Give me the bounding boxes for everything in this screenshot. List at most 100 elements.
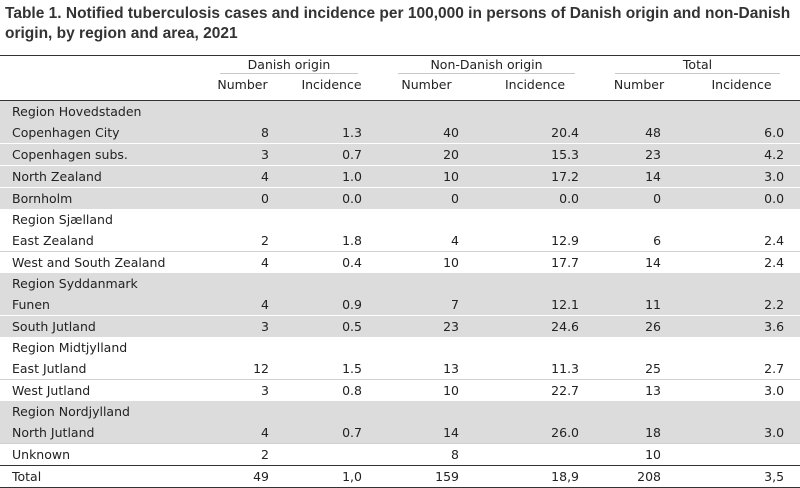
incidence-cell: 2.2 xyxy=(683,294,800,316)
group-header-non-danish: Non-Danish origin xyxy=(398,57,576,74)
number-cell: 18 xyxy=(595,422,684,444)
incidence-cell: 2.4 xyxy=(683,251,800,273)
number-cell: 4 xyxy=(451,233,459,248)
subheader-incidence: Incidence xyxy=(683,75,800,101)
table-row: Funen 4 0.9 7 12.1 11 2.2 xyxy=(0,294,800,316)
blank-header-cell xyxy=(0,56,200,75)
number-cell: 26 xyxy=(595,315,684,337)
incidence-cell: 6.0 xyxy=(683,122,800,144)
incidence-cell xyxy=(475,443,596,466)
incidence-cell xyxy=(475,401,596,422)
number-cell: 11 xyxy=(595,294,684,316)
number-cell: 208 xyxy=(595,465,684,488)
table-row: East Jutland 12 1.5 13 11.3 25 2.7 xyxy=(0,358,800,380)
incidence-cell xyxy=(683,209,800,230)
table-row: East Zealand 2 1.8 4 12.9 6 2.4 xyxy=(0,230,800,252)
incidence-cell: 12.1 xyxy=(475,294,596,316)
number-cell: 0 xyxy=(378,187,475,209)
group-header-row: Danish origin Non-Danish origin Total xyxy=(0,56,800,75)
number-cell: 10 xyxy=(378,379,475,401)
number-cell: 10 xyxy=(378,165,475,188)
number-cell: 10 xyxy=(378,251,475,273)
number-cell: 6 xyxy=(653,233,662,248)
number-cell: 49 xyxy=(200,465,285,488)
incidence-cell: 12.9 xyxy=(551,233,580,248)
table-row: Copenhagen City 8 1.3 40 20.4 48 6.0 xyxy=(0,122,800,144)
number-cell xyxy=(200,337,285,358)
number-cell: 14 xyxy=(595,251,684,273)
row-label: Unknown xyxy=(0,443,200,466)
row-label: South Jutland xyxy=(0,315,200,337)
row-label: Bornholm xyxy=(0,187,200,209)
incidence-cell: 0.9 xyxy=(285,294,378,316)
row-label: Copenhagen City xyxy=(0,122,200,144)
number-cell xyxy=(378,401,475,422)
number-cell xyxy=(595,337,683,358)
incidence-cell xyxy=(683,100,800,122)
number-cell: 23 xyxy=(378,315,475,337)
incidence-cell: 1.3 xyxy=(285,122,378,144)
number-cell xyxy=(378,273,475,294)
number-cell: 8 xyxy=(200,122,285,144)
number-cell: 20 xyxy=(378,143,475,166)
incidence-cell: 4.2 xyxy=(683,143,800,166)
row-label: East Jutland xyxy=(12,361,87,376)
incidence-cell: 0.0 xyxy=(285,187,378,209)
number-cell xyxy=(200,401,285,422)
number-cell xyxy=(595,100,684,122)
incidence-cell: 22.7 xyxy=(475,379,596,401)
row-label: Region Sjælland xyxy=(12,212,113,227)
incidence-cell: 11.3 xyxy=(551,361,580,376)
incidence-cell: 3.0 xyxy=(683,165,800,188)
incidence-cell xyxy=(285,209,378,230)
incidence-cell: 1,0 xyxy=(285,465,378,488)
table-top-rule xyxy=(0,55,800,56)
incidence-cell: 0.0 xyxy=(475,187,596,209)
subheader-row: Number Incidence Number Incidence Number… xyxy=(0,75,800,101)
incidence-cell: 20.4 xyxy=(475,122,596,144)
number-cell xyxy=(200,209,285,230)
number-cell: 8 xyxy=(378,443,475,466)
number-cell: 48 xyxy=(595,122,684,144)
number-cell xyxy=(378,337,475,358)
incidence-cell: 1.5 xyxy=(342,361,362,376)
incidence-cell xyxy=(475,273,596,294)
row-label: Region Nordjylland xyxy=(0,401,200,422)
table-row: West Jutland 3 0.8 10 22.7 13 3.0 xyxy=(0,379,800,401)
incidence-cell: 0.0 xyxy=(683,187,800,209)
region-row: Region Syddanmark xyxy=(0,273,800,294)
group-header-total: Total xyxy=(615,57,781,74)
incidence-cell: 3.0 xyxy=(683,379,800,401)
incidence-cell: 18,9 xyxy=(475,465,596,488)
table-row: Copenhagen subs. 3 0.7 20 15.3 23 4.2 xyxy=(0,143,800,166)
incidence-cell: 1.0 xyxy=(285,165,378,188)
number-cell: 4 xyxy=(200,251,285,273)
number-cell: 4 xyxy=(200,165,285,188)
incidence-cell: 1.8 xyxy=(342,233,362,248)
incidence-cell: 3,5 xyxy=(683,465,800,488)
incidence-cell xyxy=(285,100,378,122)
row-label: West and South Zealand xyxy=(0,251,200,273)
subheader-incidence: Incidence xyxy=(475,75,596,101)
incidence-cell: 15.3 xyxy=(475,143,596,166)
number-cell: 3 xyxy=(200,379,285,401)
incidence-cell xyxy=(475,209,595,230)
subheader-number: Number xyxy=(378,75,475,101)
incidence-cell xyxy=(683,443,800,466)
row-label: Region Syddanmark xyxy=(0,273,200,294)
incidence-cell xyxy=(475,100,596,122)
number-cell: 40 xyxy=(378,122,475,144)
row-label: Region Midtjylland xyxy=(12,340,128,355)
number-cell: 2 xyxy=(200,443,285,466)
incidence-cell: 0.7 xyxy=(285,422,378,444)
number-cell xyxy=(200,100,285,122)
number-cell: 0 xyxy=(200,187,285,209)
incidence-cell xyxy=(285,337,378,358)
group-header-danish: Danish origin xyxy=(220,57,358,74)
total-row: Total 49 1,0 159 18,9 208 3,5 xyxy=(0,465,800,488)
incidence-cell xyxy=(683,337,800,358)
incidence-cell: 3.6 xyxy=(683,315,800,337)
number-cell xyxy=(595,401,684,422)
subheader-incidence: Incidence xyxy=(285,75,378,101)
incidence-cell xyxy=(285,443,378,466)
